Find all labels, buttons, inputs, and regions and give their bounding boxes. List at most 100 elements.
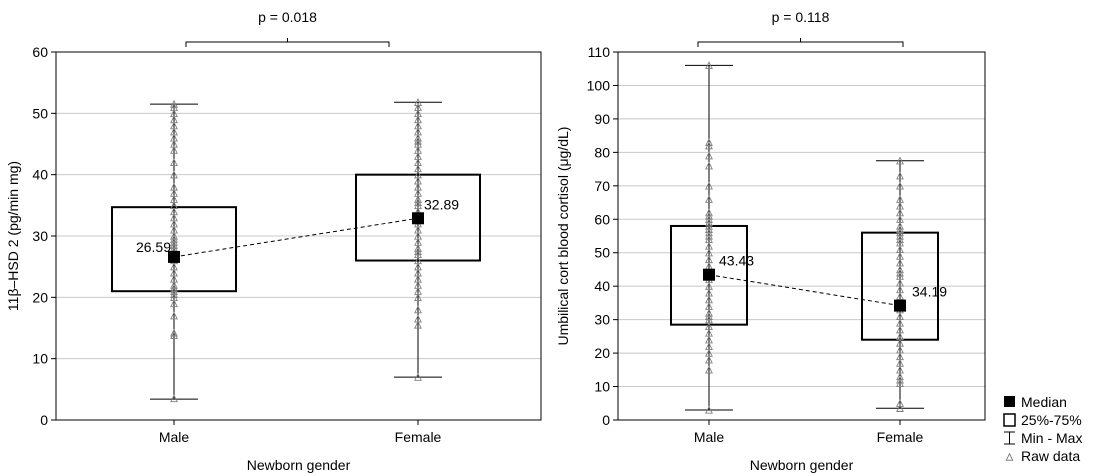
raw-data-point <box>705 355 713 364</box>
raw-data-point <box>414 225 422 234</box>
raw-data-point <box>705 181 713 190</box>
raw-data-point <box>414 170 422 179</box>
raw-data-point <box>414 305 422 314</box>
raw-data-point <box>705 348 713 357</box>
raw-data-point <box>170 331 178 340</box>
raw-data-point <box>896 285 904 294</box>
y-tick-label: 20 <box>32 289 48 305</box>
raw-data-point <box>170 145 178 154</box>
raw-data-point <box>414 133 422 142</box>
median-value-label: 43.43 <box>719 253 754 269</box>
raw-data-point <box>705 208 713 217</box>
raw-data-point <box>896 278 904 287</box>
y-tick-label: 60 <box>32 44 48 60</box>
raw-data-point <box>170 225 178 234</box>
x-tick-label: Male <box>694 429 725 445</box>
raw-data-point <box>170 201 178 209</box>
raw-data-point <box>896 318 904 327</box>
plot-frame <box>617 51 986 421</box>
y-tick-label: 50 <box>594 245 610 261</box>
y-tick-label: 20 <box>594 345 610 361</box>
raw-data-point <box>705 248 713 257</box>
raw-data-point <box>414 286 422 295</box>
median-marker <box>168 250 180 263</box>
raw-data-point <box>896 345 904 354</box>
y-tick-label: 40 <box>594 278 610 294</box>
x-tick-label: Male <box>159 429 190 445</box>
raw-data-point <box>896 372 904 381</box>
raw-data-point <box>896 338 904 347</box>
legend-label: Median <box>1021 394 1067 410</box>
y-tick-label: 30 <box>32 228 48 244</box>
raw-data-point <box>896 194 904 203</box>
raw-data-point <box>705 61 713 70</box>
x-tick-label: Female <box>877 429 924 445</box>
raw-data-point <box>170 328 178 337</box>
y-tick-label: 10 <box>32 351 48 367</box>
legend: Median 25%-75% Min - Max Raw data <box>1003 394 1082 464</box>
raw-data-point <box>170 311 178 320</box>
y-tick-label: 0 <box>40 412 48 428</box>
p-value-label: p = 0.118 <box>772 9 830 25</box>
raw-data-point <box>170 182 178 191</box>
y-tick-label: 0 <box>602 412 610 428</box>
raw-data-point <box>170 219 178 228</box>
median-marker <box>703 268 715 281</box>
median-value-label: 34.19 <box>912 284 947 300</box>
y-tick-label: 60 <box>594 211 610 227</box>
raw-data-point <box>896 352 904 361</box>
p-value-label: p = 0.018 <box>258 9 317 25</box>
raw-data-point <box>414 176 422 185</box>
x-tick-label: Female <box>395 429 442 445</box>
raw-data-point <box>896 171 904 180</box>
raw-data-point <box>705 322 713 330</box>
raw-data-point <box>414 244 422 252</box>
raw-data-point <box>170 213 178 222</box>
y-axis-title: 11β–HSD 2 (pg/min mg) <box>5 161 21 311</box>
raw-data-point <box>170 299 178 308</box>
median-marker <box>894 299 906 312</box>
raw-data-point <box>414 145 422 154</box>
raw-data-point <box>414 164 422 173</box>
raw-data-point <box>705 365 713 374</box>
raw-data-point <box>896 245 904 254</box>
raw-data-point <box>170 280 178 289</box>
x-axis-title: Newborn gender <box>247 457 351 473</box>
raw-data-point <box>896 181 904 190</box>
y-tick-label: 110 <box>588 44 611 60</box>
raw-data-point <box>170 274 178 283</box>
legend-median-icon <box>1004 396 1015 407</box>
raw-data-point <box>896 156 904 165</box>
raw-data-point <box>414 109 422 117</box>
raw-data-point <box>705 302 713 310</box>
median-connector <box>708 274 901 307</box>
raw-data-point <box>705 335 713 344</box>
raw-data-point <box>705 295 713 304</box>
y-tick-label: 70 <box>594 178 610 194</box>
raw-data-point <box>414 314 422 323</box>
median-value-label: 32.89 <box>424 196 459 212</box>
raw-data-point <box>896 265 904 274</box>
raw-data-point <box>414 274 422 283</box>
raw-data-point <box>896 325 904 334</box>
raw-data-point <box>170 207 178 216</box>
y-tick-label: 50 <box>32 105 48 121</box>
raw-data-point <box>705 308 713 317</box>
raw-data-point <box>414 237 422 246</box>
median-marker <box>412 212 424 225</box>
raw-data-point <box>414 280 422 289</box>
raw-data-point <box>896 358 904 367</box>
raw-data-point <box>170 133 178 142</box>
raw-data-point <box>414 262 422 271</box>
significance-bracket <box>185 41 390 47</box>
chart-11b-hsd2: 0 10 20 30 40 50 60 Male Female Newborn gender 11β… <box>5 9 542 473</box>
raw-data-point <box>414 256 422 265</box>
raw-data-point <box>705 194 713 203</box>
raw-data-point <box>896 365 904 374</box>
raw-data-point <box>414 268 422 277</box>
raw-data-point <box>414 188 422 197</box>
raw-data-point <box>705 342 713 351</box>
raw-data-point <box>896 312 904 320</box>
y-tick-label: 30 <box>594 312 610 328</box>
y-axis-title: Umbilical cort blood cortisol (μg/dL) <box>555 127 571 346</box>
